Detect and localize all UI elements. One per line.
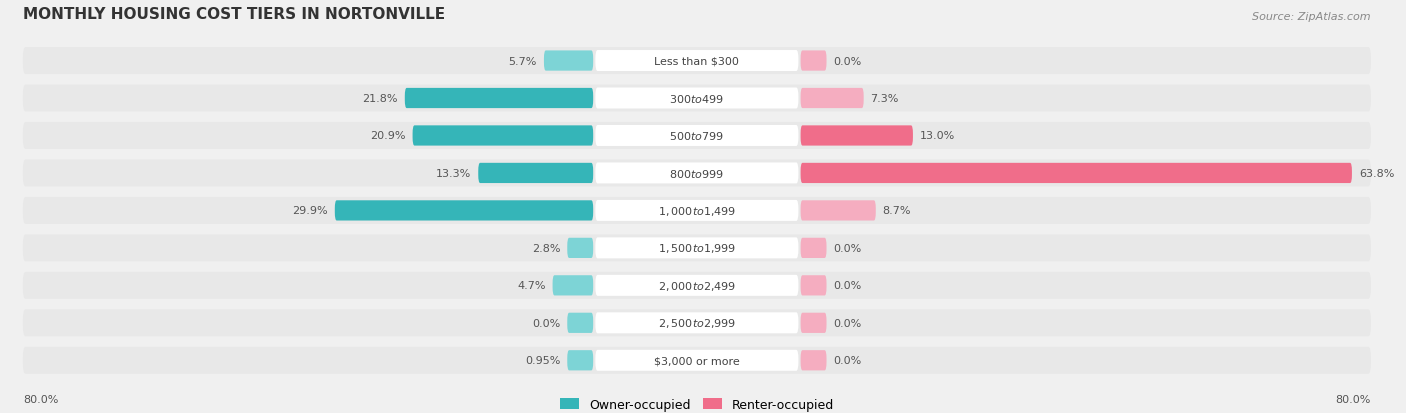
- Text: MONTHLY HOUSING COST TIERS IN NORTONVILLE: MONTHLY HOUSING COST TIERS IN NORTONVILL…: [22, 7, 444, 22]
- Text: 21.8%: 21.8%: [363, 94, 398, 104]
- FancyBboxPatch shape: [595, 350, 799, 371]
- FancyBboxPatch shape: [800, 201, 876, 221]
- FancyBboxPatch shape: [595, 163, 799, 184]
- FancyBboxPatch shape: [595, 51, 799, 72]
- Text: $1,000 to $1,499: $1,000 to $1,499: [658, 204, 737, 217]
- Text: 5.7%: 5.7%: [509, 57, 537, 66]
- FancyBboxPatch shape: [800, 238, 827, 259]
- Text: $1,500 to $1,999: $1,500 to $1,999: [658, 242, 737, 255]
- FancyBboxPatch shape: [595, 313, 799, 334]
- FancyBboxPatch shape: [800, 126, 912, 146]
- Text: 0.0%: 0.0%: [834, 243, 862, 253]
- Text: 20.9%: 20.9%: [370, 131, 406, 141]
- Text: 8.7%: 8.7%: [883, 206, 911, 216]
- Text: $800 to $999: $800 to $999: [669, 168, 724, 180]
- FancyBboxPatch shape: [22, 123, 1371, 150]
- Text: 13.0%: 13.0%: [920, 131, 955, 141]
- FancyBboxPatch shape: [567, 313, 593, 333]
- Legend: Owner-occupied, Renter-occupied: Owner-occupied, Renter-occupied: [560, 398, 834, 411]
- FancyBboxPatch shape: [595, 275, 799, 296]
- Text: 0.0%: 0.0%: [531, 318, 561, 328]
- FancyBboxPatch shape: [22, 197, 1371, 224]
- Text: 29.9%: 29.9%: [292, 206, 328, 216]
- Text: 7.3%: 7.3%: [870, 94, 898, 104]
- FancyBboxPatch shape: [595, 238, 799, 259]
- FancyBboxPatch shape: [567, 350, 593, 370]
- Text: 63.8%: 63.8%: [1358, 169, 1395, 178]
- FancyBboxPatch shape: [800, 89, 863, 109]
- FancyBboxPatch shape: [595, 126, 799, 147]
- Text: 0.95%: 0.95%: [524, 356, 561, 366]
- FancyBboxPatch shape: [800, 350, 827, 370]
- FancyBboxPatch shape: [22, 347, 1371, 374]
- Text: $3,000 or more: $3,000 or more: [654, 356, 740, 366]
- FancyBboxPatch shape: [595, 88, 799, 109]
- FancyBboxPatch shape: [22, 272, 1371, 299]
- FancyBboxPatch shape: [800, 275, 827, 296]
- Text: $500 to $799: $500 to $799: [669, 130, 724, 142]
- FancyBboxPatch shape: [22, 235, 1371, 262]
- Text: 0.0%: 0.0%: [834, 318, 862, 328]
- FancyBboxPatch shape: [800, 313, 827, 333]
- Text: 0.0%: 0.0%: [834, 356, 862, 366]
- FancyBboxPatch shape: [800, 51, 827, 71]
- FancyBboxPatch shape: [800, 164, 1353, 184]
- Text: Less than $300: Less than $300: [654, 57, 740, 66]
- FancyBboxPatch shape: [22, 48, 1371, 75]
- Text: 80.0%: 80.0%: [22, 394, 58, 404]
- Text: 0.0%: 0.0%: [834, 281, 862, 291]
- Text: $2,000 to $2,499: $2,000 to $2,499: [658, 279, 737, 292]
- FancyBboxPatch shape: [22, 310, 1371, 337]
- FancyBboxPatch shape: [567, 238, 593, 259]
- Text: $300 to $499: $300 to $499: [669, 93, 724, 105]
- FancyBboxPatch shape: [478, 164, 593, 184]
- Text: 4.7%: 4.7%: [517, 281, 546, 291]
- Text: 2.8%: 2.8%: [531, 243, 561, 253]
- FancyBboxPatch shape: [335, 201, 593, 221]
- Text: 13.3%: 13.3%: [436, 169, 471, 178]
- Text: $2,500 to $2,999: $2,500 to $2,999: [658, 316, 737, 330]
- Text: Source: ZipAtlas.com: Source: ZipAtlas.com: [1253, 12, 1371, 22]
- FancyBboxPatch shape: [22, 85, 1371, 112]
- FancyBboxPatch shape: [412, 126, 593, 146]
- Text: 0.0%: 0.0%: [834, 57, 862, 66]
- Text: 80.0%: 80.0%: [1336, 394, 1371, 404]
- FancyBboxPatch shape: [553, 275, 593, 296]
- FancyBboxPatch shape: [595, 200, 799, 221]
- FancyBboxPatch shape: [405, 89, 593, 109]
- FancyBboxPatch shape: [22, 160, 1371, 187]
- FancyBboxPatch shape: [544, 51, 593, 71]
